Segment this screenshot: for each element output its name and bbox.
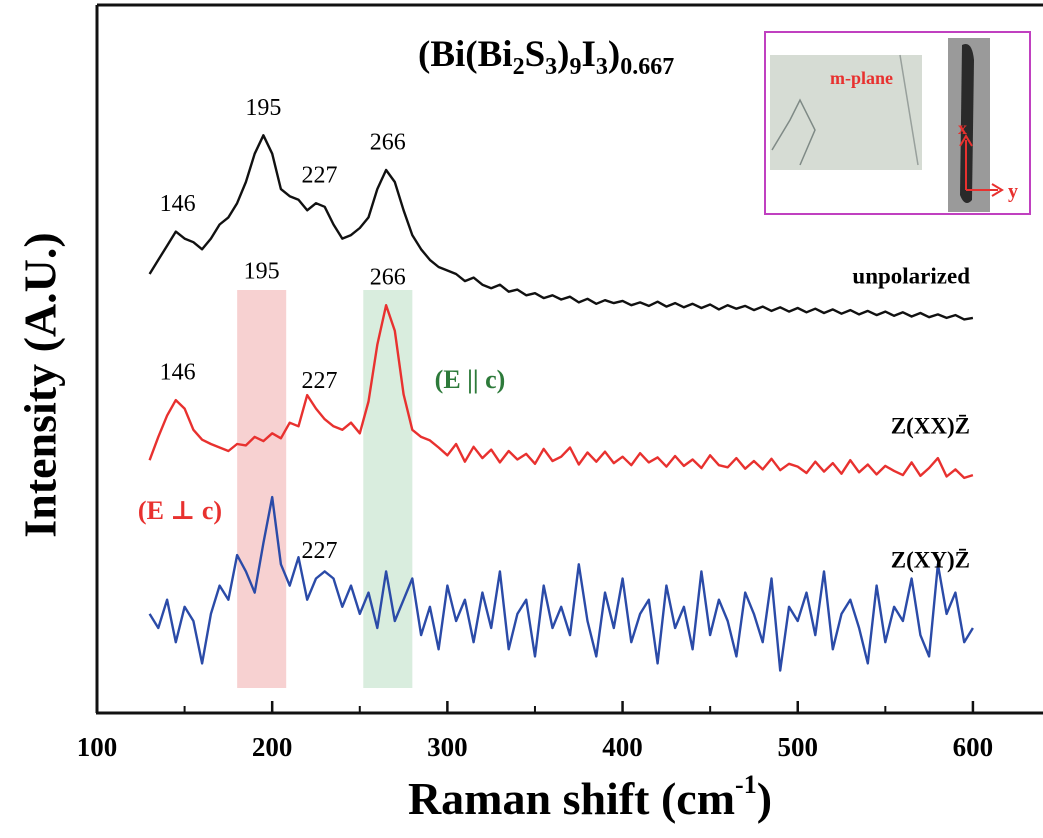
title-text: I	[581, 34, 595, 75]
highlight-band	[363, 290, 413, 688]
annotation: (E || c)	[435, 365, 506, 394]
title-subscript: 0.667	[620, 54, 674, 80]
x-tick-label: 600	[953, 732, 994, 762]
x-tick-label: 500	[777, 732, 818, 762]
series-label: unpolarized	[852, 263, 970, 288]
x-axis-label: Raman shift (cm-1)	[408, 770, 772, 824]
peak-label: 266	[370, 265, 406, 291]
series-line	[148, 134, 974, 321]
inset-arrowhead	[991, 183, 1004, 197]
x-tick-label: 300	[427, 732, 468, 762]
chart-title: (Bi(Bi2S3)9I3)0.667	[418, 34, 674, 79]
inset-photo	[770, 55, 922, 170]
x-label-superscript: -1	[735, 770, 757, 799]
inset-axis: y	[1008, 181, 1018, 203]
peak-label: 195	[244, 259, 280, 285]
title-text: (Bi(Bi	[418, 34, 513, 75]
highlight-band	[237, 290, 287, 688]
inset-label: m-plane	[830, 68, 893, 88]
x-tick-label: 200	[252, 732, 293, 762]
peak-label: 146	[160, 191, 196, 217]
series-label: Z(XX)Z̄	[891, 413, 970, 438]
title-subscript: 3	[545, 54, 557, 80]
title-subscript: 9	[569, 54, 581, 80]
inset: m-plane x y	[764, 31, 1031, 215]
series-line	[148, 495, 974, 672]
x-label-text: Raman shift (cm	[408, 773, 735, 824]
peak-label: 146	[160, 360, 196, 386]
annotation: (E ⊥ c)	[138, 496, 222, 525]
title-text: )	[557, 34, 569, 75]
title-subscript: 2	[513, 54, 525, 80]
inset-crack	[899, 54, 919, 166]
inset-crystal	[960, 44, 974, 204]
inset-axis: x	[958, 118, 967, 138]
x-label-text: )	[757, 773, 772, 824]
series-label: Z(XY)Z̄	[891, 547, 970, 572]
title-text: S	[525, 34, 546, 75]
title-subscript: 3	[596, 54, 608, 80]
peak-label: 227	[301, 163, 337, 189]
peak-label: 195	[245, 95, 281, 121]
inset-crack	[771, 98, 816, 166]
peak-label: 266	[370, 129, 406, 155]
x-tick-label: 400	[602, 732, 643, 762]
inset-arrowhead	[959, 134, 973, 147]
title-text: )	[608, 34, 620, 75]
plot-area	[148, 134, 974, 672]
bands	[237, 290, 413, 688]
series-line	[148, 304, 974, 480]
y-axis-label: Intensity (A.U.)	[15, 232, 66, 537]
x-tick-label: 100	[77, 732, 118, 762]
peak-label: 227	[301, 368, 337, 394]
peak-label: 227	[301, 538, 337, 564]
